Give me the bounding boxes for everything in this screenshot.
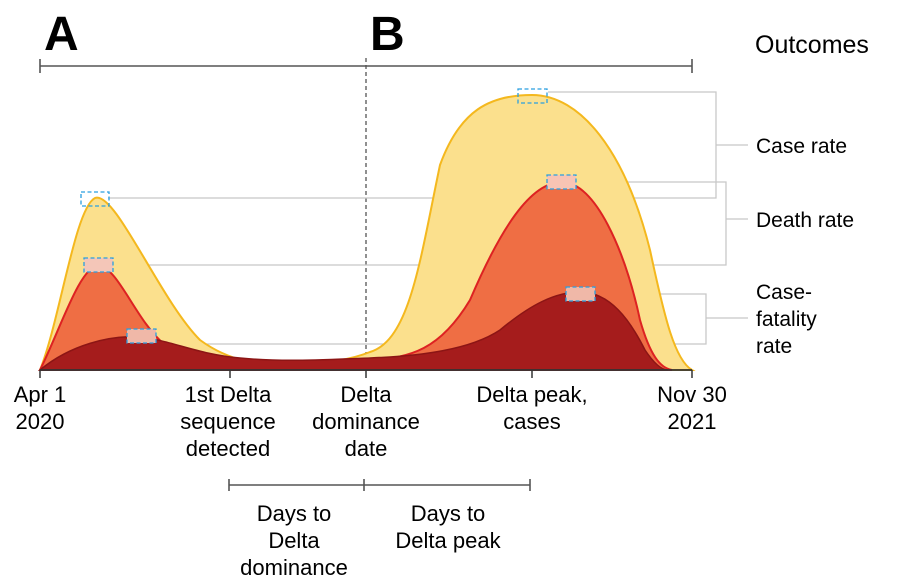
death-peak-b-marker xyxy=(546,174,577,190)
x-label-dominance-1: Delta xyxy=(340,382,392,407)
x-label-dominance-2: dominance xyxy=(312,409,420,434)
cfr-label-line2: fatality xyxy=(756,308,817,331)
peak-markers xyxy=(80,88,596,344)
x-label-first-seq-3: detected xyxy=(186,436,270,461)
interval-to-dominance-bracket xyxy=(228,479,364,491)
x-axis xyxy=(39,369,693,378)
panel-a-letter: A xyxy=(44,8,79,61)
period-b-scale xyxy=(366,59,693,73)
case-peak-b-marker xyxy=(517,88,548,104)
cfr-label-line3: rate xyxy=(756,335,792,358)
cfr-label-line1: Case- xyxy=(756,281,812,304)
outcomes-title: Outcomes xyxy=(755,31,869,59)
x-label-peak-1: Delta peak, xyxy=(476,382,587,407)
cfr-peak-a-marker xyxy=(126,328,157,344)
case-peak-a-marker xyxy=(80,191,110,207)
x-label-first-seq-1: 1st Delta xyxy=(185,382,273,407)
interval-peak-line1: Days to xyxy=(411,501,486,526)
interval-to-peak-bracket xyxy=(363,479,531,491)
interval-dominance-line2: Delta xyxy=(268,528,320,553)
death-rate-label: Death rate xyxy=(756,209,854,232)
x-label-dominance-3: date xyxy=(345,436,388,461)
x-label-peak-2: cases xyxy=(503,409,560,434)
x-label-start-1: Apr 1 xyxy=(14,382,67,407)
death-peak-a-marker xyxy=(83,257,114,273)
panel-b-letter: B xyxy=(370,8,405,61)
period-a-scale xyxy=(39,59,366,73)
case-rate-label: Case rate xyxy=(756,135,847,158)
x-label-end-2: 2021 xyxy=(668,409,717,434)
cfr-peak-b-marker xyxy=(565,286,596,302)
interval-dominance-line1: Days to xyxy=(257,501,332,526)
x-label-start-2: 2020 xyxy=(16,409,65,434)
interval-peak-line2: Delta peak xyxy=(395,528,501,553)
interval-dominance-line3: dominance xyxy=(240,555,348,579)
x-label-first-seq-2: sequence xyxy=(180,409,275,434)
x-label-end-1: Nov 30 xyxy=(657,382,727,407)
